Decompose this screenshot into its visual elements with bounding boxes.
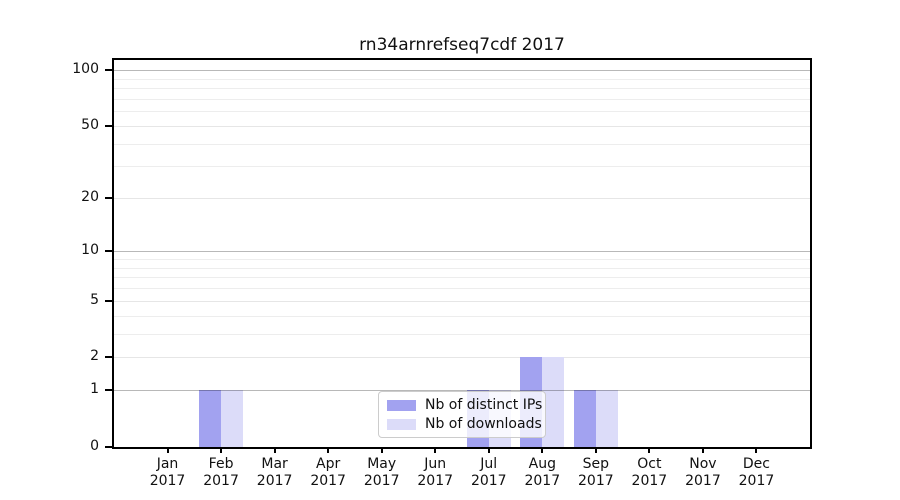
x-axis-tick	[380, 447, 383, 453]
x-tick-label-mar: Mar 2017	[256, 456, 293, 489]
y-tick-label-100: 100	[72, 61, 99, 77]
y-tick-label-2: 2	[90, 348, 99, 365]
gridline-major	[114, 390, 810, 392]
x-axis-tick	[166, 447, 169, 453]
y-axis-tick	[105, 124, 112, 127]
y-tick-label-10: 10	[81, 242, 99, 259]
x-axis-tick	[273, 447, 276, 453]
gridline-major	[114, 70, 810, 71]
x-tick-label-aug: Aug 2017	[524, 456, 561, 489]
y-tick-label-20: 20	[81, 189, 99, 206]
y-tick-label-5: 5	[90, 291, 99, 308]
x-tick-label-sep: Sep 2017	[578, 456, 614, 489]
x-tick-label-dec: Dec 2017	[738, 456, 775, 489]
x-axis-tick	[648, 447, 651, 453]
x-axis-tick	[594, 447, 597, 453]
gridline-labeled-minor	[114, 300, 810, 302]
gridline-minor	[114, 288, 810, 290]
x-tick-label-nov: Nov 2017	[685, 456, 721, 489]
legend-label-downloads: Nb of downloads	[425, 416, 542, 432]
gridline-labeled-minor	[114, 125, 810, 127]
chart-title: rn34arnrefseq7cdf 2017	[359, 35, 565, 55]
x-axis-tick	[541, 447, 544, 453]
y-tick-label-1: 1	[90, 381, 99, 398]
x-tick-label-jul: Jul 2017	[470, 456, 507, 489]
y-tick-label-50: 50	[81, 116, 99, 133]
legend-item-downloads: Nb of downloads	[387, 416, 542, 432]
gridline-minor	[114, 267, 810, 269]
x-tick-label-may: May 2017	[363, 456, 400, 489]
x-axis-tick	[701, 447, 704, 453]
bar-feb-distinct-ips	[199, 390, 222, 447]
y-axis-tick	[105, 69, 112, 71]
x-tick-label-oct: Oct 2017	[631, 456, 668, 489]
y-axis-tick	[105, 356, 112, 359]
gridline-minor	[114, 166, 810, 168]
gridline-minor	[114, 143, 810, 145]
gridline-minor	[114, 88, 810, 90]
gridline-labeled-minor	[114, 357, 810, 359]
gridline-minor	[114, 78, 810, 80]
x-axis-tick	[487, 447, 490, 453]
gridline-minor	[114, 333, 810, 335]
gridline-minor	[114, 98, 810, 100]
bar-sep-distinct-ips	[573, 390, 596, 447]
legend-item-distinct-ips: Nb of distinct IPs	[387, 397, 542, 413]
gridline-labeled-minor	[114, 198, 810, 200]
x-axis-tick	[755, 447, 758, 453]
y-axis-tick	[105, 446, 112, 448]
x-tick-label-apr: Apr 2017	[310, 456, 346, 489]
x-axis-tick	[327, 447, 330, 453]
gridline-minor	[114, 111, 810, 113]
y-axis-tick	[105, 299, 112, 302]
x-tick-label-feb: Feb 2017	[203, 456, 239, 489]
legend-label-distinct-ips: Nb of distinct IPs	[425, 397, 543, 413]
bar-aug-downloads	[542, 357, 565, 447]
gridline-minor	[114, 277, 810, 279]
bar-sep-downloads	[595, 390, 618, 447]
y-axis-tick	[105, 250, 112, 253]
y-tick-label-0: 0	[90, 438, 99, 454]
bar-feb-downloads	[221, 390, 244, 447]
gridline-minor	[114, 315, 810, 317]
x-axis-tick	[434, 447, 437, 453]
y-axis-tick	[105, 197, 112, 200]
legend: Nb of distinct IPs Nb of downloads	[378, 391, 546, 438]
gridline-major	[114, 251, 810, 253]
x-tick-label-jan: Jan 2017	[149, 456, 186, 489]
gridline-minor	[114, 258, 810, 260]
y-axis-tick	[105, 389, 112, 392]
legend-swatch-downloads	[387, 418, 416, 430]
x-axis-tick	[220, 447, 223, 453]
legend-swatch-distinct-ips	[387, 399, 416, 411]
x-tick-label-jun: Jun 2017	[417, 456, 454, 489]
